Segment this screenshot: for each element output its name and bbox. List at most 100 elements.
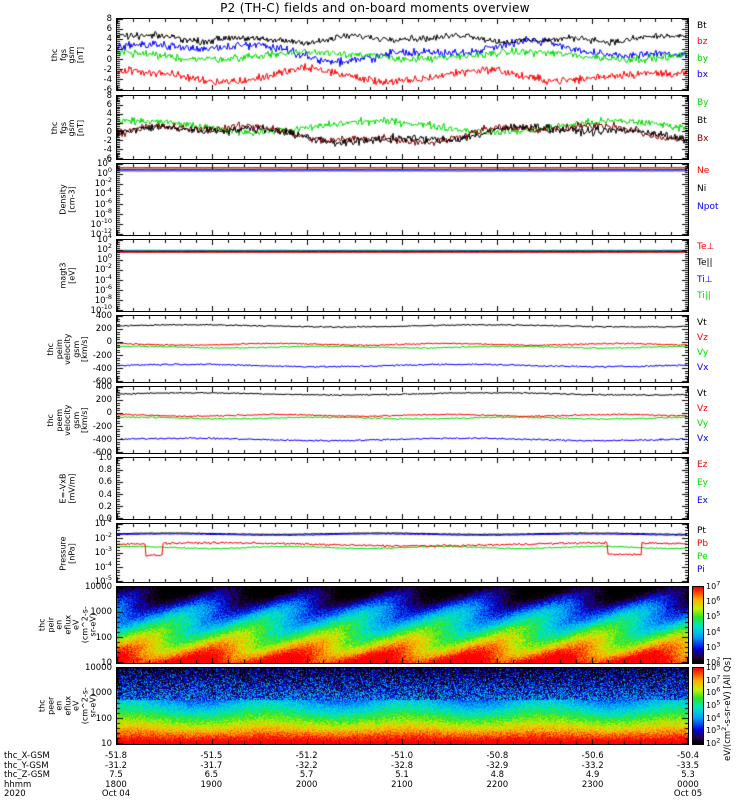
y-tick-peim-velocity-4: -400: [92, 363, 112, 374]
legend-peem-velocity-Vz: Vz: [697, 404, 708, 414]
y-tick-pressure-2: 10-3: [94, 545, 112, 558]
y-tick-peir-spec-3: 10: [101, 658, 112, 668]
y-tick-fgs-gsm-2-0: 8: [106, 91, 112, 101]
legend-magt3-Ti: Ti||: [697, 290, 711, 301]
x-axis-value-0-1: -31.2: [105, 760, 127, 771]
colorbar-peir-colorbar: [692, 586, 704, 664]
plot-panel-peim-velocity: [116, 315, 689, 383]
y-tick-density-1: 100: [97, 166, 112, 180]
colorbar-tick-peir-colorbar-1: 106: [706, 594, 721, 607]
y-tick-fgs-gsm-2-3: 2: [106, 118, 112, 128]
y-tick-peer-spec-1: 1000: [90, 688, 112, 699]
y-tick-fgs-gsm-2: 4: [106, 34, 112, 45]
x-axis-value-3-3: 2100: [391, 779, 413, 790]
colorbar-tick-peer-colorbar-1: 107: [706, 673, 721, 685]
legend-efield-Ez: Ez: [697, 460, 708, 470]
legend-peim-velocity-Vt: Vt: [697, 318, 707, 328]
y-tick-fgs-gsm-2-5: -2: [103, 136, 112, 146]
y-tick-peer-spec-0: 10000: [84, 663, 112, 673]
y-tick-peer-spec-3: 10: [101, 739, 112, 749]
y-tick-magt3-5: 10-6: [94, 282, 112, 296]
colorbar-tick-peir-colorbar-5: 102: [706, 655, 721, 667]
plot-panel-efield: [116, 457, 689, 520]
x-axis-value-4-0: -50.8: [486, 751, 509, 761]
y-tick-pressure-1: 10-2: [94, 530, 112, 544]
x-axis-value-2-1: -32.2: [295, 760, 318, 771]
plot-canvas-peim-velocity: [117, 316, 688, 382]
y-tick-peem-velocity-4: -400: [92, 434, 112, 445]
x-axis-value-5-0: -50.6: [581, 751, 604, 761]
y-tick-efield-3: 0.4: [98, 489, 112, 500]
y-tick-magt3-2: 100: [97, 252, 112, 266]
colorbar-unit-label: eV/(cm2-s-sr-eV) [All Qs]: [720, 657, 733, 761]
y-tick-peem-velocity-1: 200: [95, 395, 112, 406]
x-axis-value-2-2: 5.7: [299, 770, 314, 781]
y-tick-peem-velocity-2: 0: [106, 408, 112, 419]
legend-density-Ni: Ni: [697, 184, 707, 194]
plot-canvas-peer-spec: [117, 668, 688, 744]
x-axis-value-6-3: 0000: [677, 779, 699, 790]
colorbar-tick-peer-colorbar-6: 102: [706, 736, 721, 748]
y-tick-fgs-gsm-5: -2: [103, 64, 112, 75]
plot-canvas-density: [117, 164, 688, 235]
y-tick-peir-spec-1: 1000: [90, 607, 112, 618]
legend-magt3-Te: Te⊥: [697, 242, 715, 252]
legend-peim-velocity-Vz: Vz: [697, 333, 708, 343]
x-axis-value-5-3: 2300: [581, 779, 604, 790]
y-tick-magt3-3: 10-2: [94, 262, 112, 276]
x-axis-value-0-4: Oct 04: [101, 789, 131, 800]
y-tick-efield-1: 0.8: [98, 465, 112, 476]
legend-peim-velocity-Vy: Vy: [697, 348, 709, 358]
y-tick-peim-velocity-1: 200: [95, 324, 112, 335]
legend-peim-velocity-Vx: Vx: [697, 363, 709, 373]
legend-pressure-Pb: Pb: [697, 539, 709, 549]
x-axis-value-4-3: 2200: [486, 779, 509, 790]
plot-panel-peem-velocity: [116, 386, 689, 454]
colorbar-tick-peer-colorbar-5: 103: [706, 723, 721, 736]
x-axis-value-1-3: 1900: [200, 779, 223, 790]
x-axis-row-label-thcxgsm: thc_X-GSM: [4, 751, 50, 761]
legend-fgs-gsm-2-Bt: Bt: [697, 116, 707, 126]
y-tick-peem-velocity-5: -600: [92, 448, 112, 458]
plot-panel-density: [116, 163, 689, 236]
y-tick-magt3-0: 104: [97, 232, 112, 245]
legend-fgs-gsm-2-Bx: Bx: [697, 134, 709, 144]
y-tick-magt3-1: 102: [97, 242, 112, 256]
x-axis-value-6-2: 5.3: [681, 770, 695, 781]
plot-canvas-peem-velocity: [117, 387, 688, 453]
y-tick-fgs-gsm-2-4: 0: [106, 127, 112, 137]
y-tick-density-7: 10-12: [90, 227, 112, 240]
legend-fgs-gsm-Bt: Bt: [697, 21, 707, 31]
y-tick-density-6: 10-10: [90, 217, 112, 230]
colorbar-gradient-peer-colorbar: [693, 668, 703, 744]
colorbar-tick-peir-colorbar-2: 105: [706, 609, 721, 622]
y-tick-magt3-7: 10-10: [90, 303, 112, 316]
y-tick-magt3-6: 10-8: [94, 293, 112, 306]
y-tick-peim-velocity-5: -600: [92, 377, 112, 387]
x-axis-value-0-3: 1800: [105, 779, 127, 790]
y-tick-fgs-gsm-2-6: -4: [103, 145, 112, 155]
y-tick-efield-5: 0.0: [98, 514, 112, 524]
legend-fgs-gsm-by: by: [697, 53, 709, 64]
colorbar-tick-peir-colorbar-4: 103: [706, 640, 721, 652]
y-tick-fgs-gsm-7: -6: [103, 85, 112, 95]
y-tick-peim-velocity-2: 0: [106, 337, 112, 348]
plot-canvas-magt3: [117, 240, 688, 311]
x-axis-value-5-1: -33.2: [581, 760, 604, 771]
plot-canvas-peir-spec: [117, 587, 688, 663]
y-tick-pressure-0: 10-1: [94, 516, 112, 529]
y-tick-fgs-gsm-1: 6: [106, 24, 112, 35]
y-tick-peir-spec-0: 10000: [84, 582, 112, 592]
x-axis-value-6-0: -50.4: [677, 751, 699, 761]
legend-magt3-Ti: Ti⊥: [697, 274, 713, 285]
y-tick-fgs-gsm-0: 8: [106, 14, 112, 24]
plot-canvas-fgs-gsm-2: [117, 96, 688, 159]
y-tick-fgs-gsm-6: -4: [103, 74, 112, 85]
y-tick-density-2: 10-2: [94, 176, 112, 190]
x-axis-value-3-0: -51.0: [391, 751, 413, 761]
x-axis-row-label-hhmm: hhmm: [4, 779, 32, 790]
y-tick-peer-spec-2: 100: [95, 713, 112, 724]
x-axis-row-label-thczgsm: thc_Z-GSM: [4, 770, 51, 781]
colorbar-tick-peer-colorbar-2: 106: [706, 685, 721, 698]
x-axis-row-label-2020: 2020: [4, 789, 26, 800]
